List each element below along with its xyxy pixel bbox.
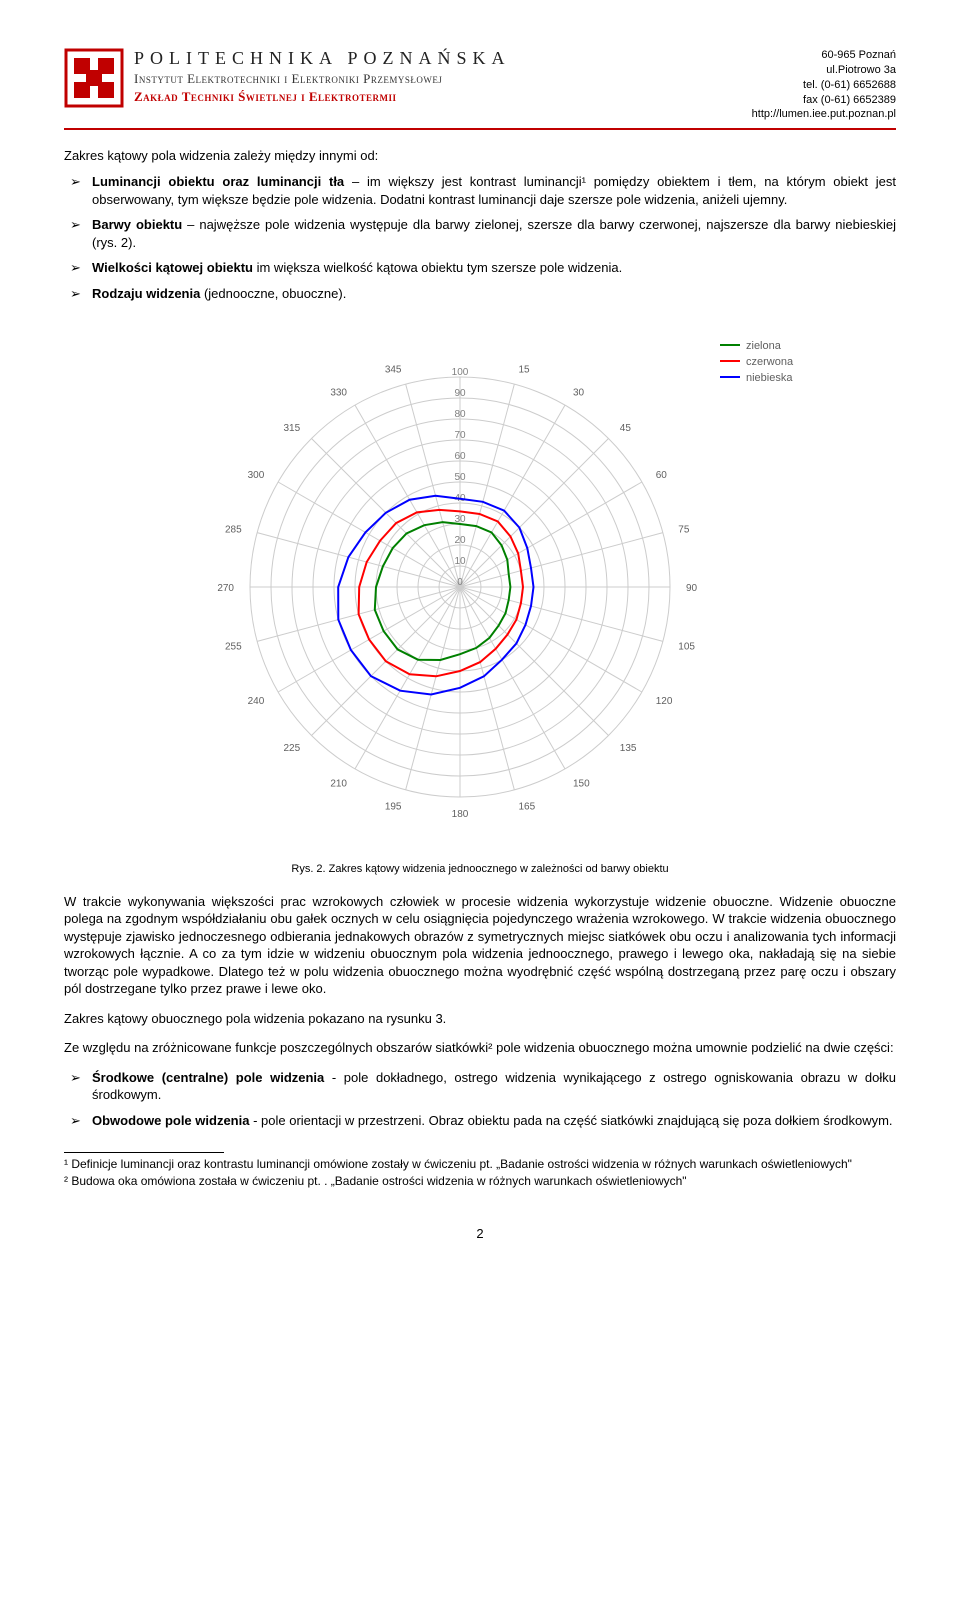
bullet-bold: Rodzaju widzenia bbox=[92, 286, 200, 301]
svg-text:300: 300 bbox=[248, 470, 265, 481]
page: POLITECHNIKA POZNAŃSKA Instytut Elektrot… bbox=[0, 0, 960, 1289]
svg-text:165: 165 bbox=[518, 801, 535, 812]
footnotes: ¹ Definicje luminancji oraz kontrastu lu… bbox=[64, 1157, 896, 1190]
bullet-bold: Obwodowe pole widzenia bbox=[92, 1113, 249, 1128]
svg-text:105: 105 bbox=[678, 641, 695, 652]
header-left: POLITECHNIKA POZNAŃSKA Instytut Elektrot… bbox=[64, 48, 746, 108]
addr-line: fax (0-61) 6652389 bbox=[746, 93, 896, 108]
svg-text:10: 10 bbox=[454, 556, 466, 567]
paragraph: Zakres kątowy obuocznego pola widzenia p… bbox=[64, 1010, 896, 1028]
intro-text: Zakres kątowy pola widzenia zależy międz… bbox=[64, 148, 896, 163]
svg-text:240: 240 bbox=[248, 696, 265, 707]
addr-line: tel. (0-61) 6652688 bbox=[746, 78, 896, 93]
svg-text:195: 195 bbox=[385, 801, 402, 812]
header: POLITECHNIKA POZNAŃSKA Instytut Elektrot… bbox=[64, 48, 896, 130]
svg-text:270: 270 bbox=[217, 583, 234, 594]
addr-line: 60-965 Poznań bbox=[746, 48, 896, 63]
footnote-rule bbox=[64, 1152, 224, 1153]
svg-text:80: 80 bbox=[454, 409, 466, 420]
svg-text:315: 315 bbox=[284, 423, 301, 434]
svg-text:0: 0 bbox=[457, 577, 463, 588]
bullet-bold: Wielkości kątowej obiektu bbox=[92, 260, 253, 275]
svg-text:285: 285 bbox=[225, 524, 242, 535]
svg-text:150: 150 bbox=[573, 778, 590, 789]
bullet-rest: – najwęższe pole widzenia występuje dla … bbox=[92, 217, 896, 250]
svg-text:45: 45 bbox=[620, 423, 632, 434]
bullet-list-2: Środkowe (centralne) pole widzenia - pol… bbox=[64, 1069, 896, 1130]
university-subtitle-1: Instytut Elektrotechniki i Elektroniki P… bbox=[134, 71, 746, 87]
figure-caption: Rys. 2. Zakres kątowy widzenia jednooczn… bbox=[64, 863, 896, 875]
svg-text:90: 90 bbox=[686, 583, 698, 594]
svg-text:255: 255 bbox=[225, 641, 242, 652]
bullet-bold: Barwy obiektu bbox=[92, 217, 182, 232]
radar-chart: 0102030405060708090100153045607590105120… bbox=[150, 317, 810, 857]
footnote: ² Budowa oka omówiona została w ćwiczeni… bbox=[64, 1174, 896, 1190]
svg-text:120: 120 bbox=[656, 696, 673, 707]
bullet-rest: - pole orientacji w przestrzeni. Obraz o… bbox=[249, 1113, 892, 1128]
svg-text:100: 100 bbox=[452, 367, 469, 378]
bullet-item: Rodzaju widzenia (jednooczne, obuoczne). bbox=[92, 285, 896, 303]
paragraph: Ze względu na zróżnicowane funkcje poszc… bbox=[64, 1039, 896, 1057]
svg-text:15: 15 bbox=[518, 364, 530, 375]
svg-text:330: 330 bbox=[330, 387, 347, 398]
header-address: 60-965 Poznań ul.Piotrowo 3a tel. (0-61)… bbox=[746, 48, 896, 122]
svg-text:345: 345 bbox=[385, 364, 402, 375]
svg-text:180: 180 bbox=[452, 809, 469, 820]
bullet-item: Obwodowe pole widzenia - pole orientacji… bbox=[92, 1112, 896, 1130]
bullet-item: Barwy obiektu – najwęższe pole widzenia … bbox=[92, 216, 896, 251]
university-text-block: POLITECHNIKA POZNAŃSKA Instytut Elektrot… bbox=[134, 48, 746, 105]
bullet-rest: (jednooczne, obuoczne). bbox=[200, 286, 346, 301]
university-logo-icon bbox=[64, 48, 124, 108]
svg-text:135: 135 bbox=[620, 742, 637, 753]
svg-text:zielona: zielona bbox=[746, 340, 782, 352]
svg-text:czerwona: czerwona bbox=[746, 356, 794, 368]
svg-text:70: 70 bbox=[454, 430, 466, 441]
svg-text:225: 225 bbox=[284, 742, 301, 753]
paragraph: W trakcie wykonywania większości prac wz… bbox=[64, 893, 896, 998]
university-subtitle-2: Zakład Techniki Świetlnej i Elektrotermi… bbox=[134, 89, 746, 105]
svg-text:30: 30 bbox=[573, 387, 585, 398]
addr-line: ul.Piotrowo 3a bbox=[746, 63, 896, 78]
radar-chart-container: 0102030405060708090100153045607590105120… bbox=[64, 317, 896, 857]
page-number: 2 bbox=[64, 1226, 896, 1241]
svg-text:50: 50 bbox=[454, 472, 466, 483]
svg-text:20: 20 bbox=[454, 535, 466, 546]
bullet-item: Luminancji obiektu oraz luminancji tła –… bbox=[92, 173, 896, 208]
university-title: POLITECHNIKA POZNAŃSKA bbox=[134, 48, 746, 69]
bullet-item: Środkowe (centralne) pole widzenia - pol… bbox=[92, 1069, 896, 1104]
svg-text:75: 75 bbox=[678, 524, 690, 535]
footnote: ¹ Definicje luminancji oraz kontrastu lu… bbox=[64, 1157, 896, 1173]
bullet-item: Wielkości kątowej obiektu im większa wie… bbox=[92, 259, 896, 277]
bullet-list-1: Luminancji obiektu oraz luminancji tła –… bbox=[64, 173, 896, 302]
svg-text:60: 60 bbox=[656, 470, 668, 481]
svg-text:60: 60 bbox=[454, 451, 466, 462]
svg-text:210: 210 bbox=[330, 778, 347, 789]
addr-line: http://lumen.iee.put.poznan.pl bbox=[746, 107, 896, 122]
bullet-bold: Luminancji obiektu oraz luminancji tła bbox=[92, 174, 344, 189]
bullet-rest: im większa wielkość kątowa obiektu tym s… bbox=[253, 260, 622, 275]
svg-text:90: 90 bbox=[454, 388, 466, 399]
bullet-bold: Środkowe (centralne) pole widzenia bbox=[92, 1070, 324, 1085]
svg-text:niebieska: niebieska bbox=[746, 372, 793, 384]
